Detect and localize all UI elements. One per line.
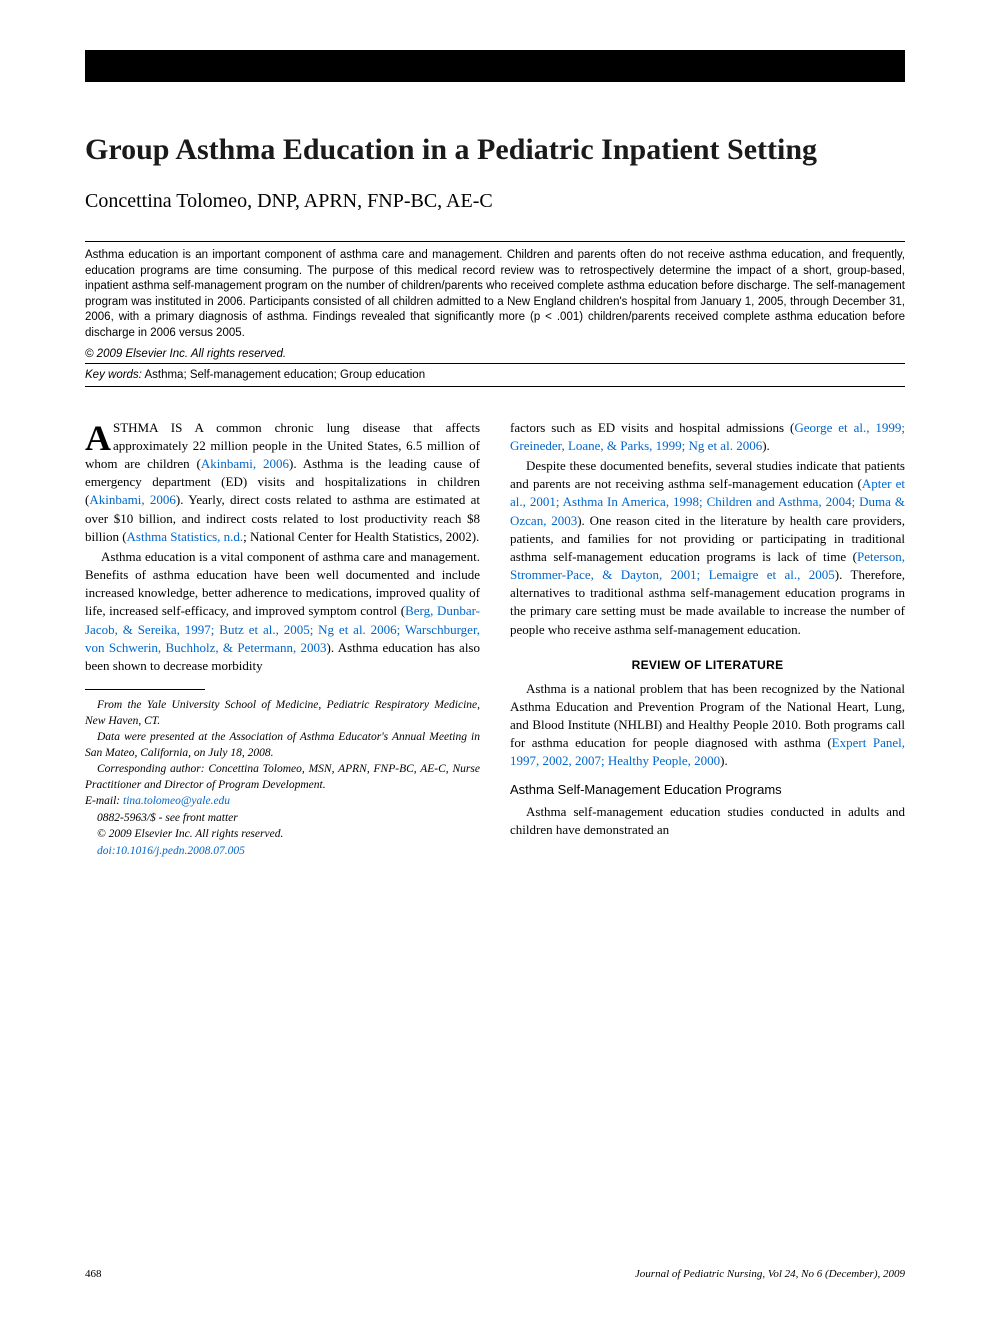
p3-text-a: factors such as ED visits and hospital a… <box>510 420 794 435</box>
footnote-issn: 0882-5963/$ - see front matter <box>85 811 480 827</box>
citation-link[interactable]: Asthma Statistics, n.d. <box>127 529 244 544</box>
body-p2: Asthma education is a vital component of… <box>85 548 480 675</box>
journal-citation: Journal of Pediatric Nursing, Vol 24, No… <box>635 1268 905 1280</box>
subsection-heading: Asthma Self-Management Education Program… <box>510 781 905 799</box>
email-link[interactable]: tina.tolomeo@yale.edu <box>123 795 230 807</box>
subsection-p1: Asthma self-management education studies… <box>510 803 905 839</box>
abstract-copyright: © 2009 Elsevier Inc. All rights reserved… <box>85 347 905 363</box>
page-number: 468 <box>85 1268 102 1280</box>
citation-link[interactable]: Akinbami, 2006 <box>89 492 176 507</box>
footnote-presented: Data were presented at the Association o… <box>85 730 480 761</box>
footnote-doi-line: doi:10.1016/j.pedn.2008.07.005 <box>85 844 480 860</box>
footnote-corresponding: Corresponding author: Concettina Tolomeo… <box>85 762 480 793</box>
body-p1: ASTHMA IS A common chronic lung disease … <box>85 419 480 546</box>
body-columns: ASTHMA IS A common chronic lung disease … <box>85 419 905 861</box>
footnote-separator <box>85 689 205 690</box>
footnote-block: From the Yale University School of Medic… <box>85 698 480 859</box>
column-left: ASTHMA IS A common chronic lung disease … <box>85 419 480 861</box>
doi-link[interactable]: doi:10.1016/j.pedn.2008.07.005 <box>97 845 245 857</box>
p3-text-b: ). <box>762 438 770 453</box>
dropcap: A <box>85 419 113 454</box>
footnote-email-line: E-mail: tina.tolomeo@yale.edu <box>85 794 480 810</box>
author-line: Concettina Tolomeo, DNP, APRN, FNP-BC, A… <box>85 190 905 213</box>
review-heading: REVIEW OF LITERATURE <box>510 657 905 674</box>
p4-text-a: Despite these documented benefits, sever… <box>510 458 905 491</box>
abstract-text: Asthma education is an important compone… <box>85 242 905 347</box>
review-p1-b: ). <box>720 753 728 768</box>
divider-bottom <box>85 386 905 387</box>
review-p1: Asthma is a national problem that has be… <box>510 680 905 771</box>
p1-text-d: ; National Center for Health Statistics,… <box>243 529 479 544</box>
body-p4: Despite these documented benefits, sever… <box>510 457 905 639</box>
article-title: Group Asthma Education in a Pediatric In… <box>85 132 905 168</box>
column-right: factors such as ED visits and hospital a… <box>510 419 905 861</box>
footnote-copyright: © 2009 Elsevier Inc. All rights reserved… <box>85 827 480 843</box>
keywords-line: Key words: Asthma; Self-management educa… <box>85 364 905 386</box>
email-label: E-mail: <box>85 795 123 807</box>
citation-link[interactable]: Akinbami, 2006 <box>201 456 289 471</box>
keywords-label: Key words: <box>85 369 142 381</box>
footnote-affiliation: From the Yale University School of Medic… <box>85 698 480 729</box>
body-p3: factors such as ED visits and hospital a… <box>510 419 905 455</box>
page-footer: 468 Journal of Pediatric Nursing, Vol 24… <box>85 1268 905 1280</box>
keywords-value: Asthma; Self-management education; Group… <box>144 369 425 381</box>
header-black-bar <box>85 50 905 82</box>
